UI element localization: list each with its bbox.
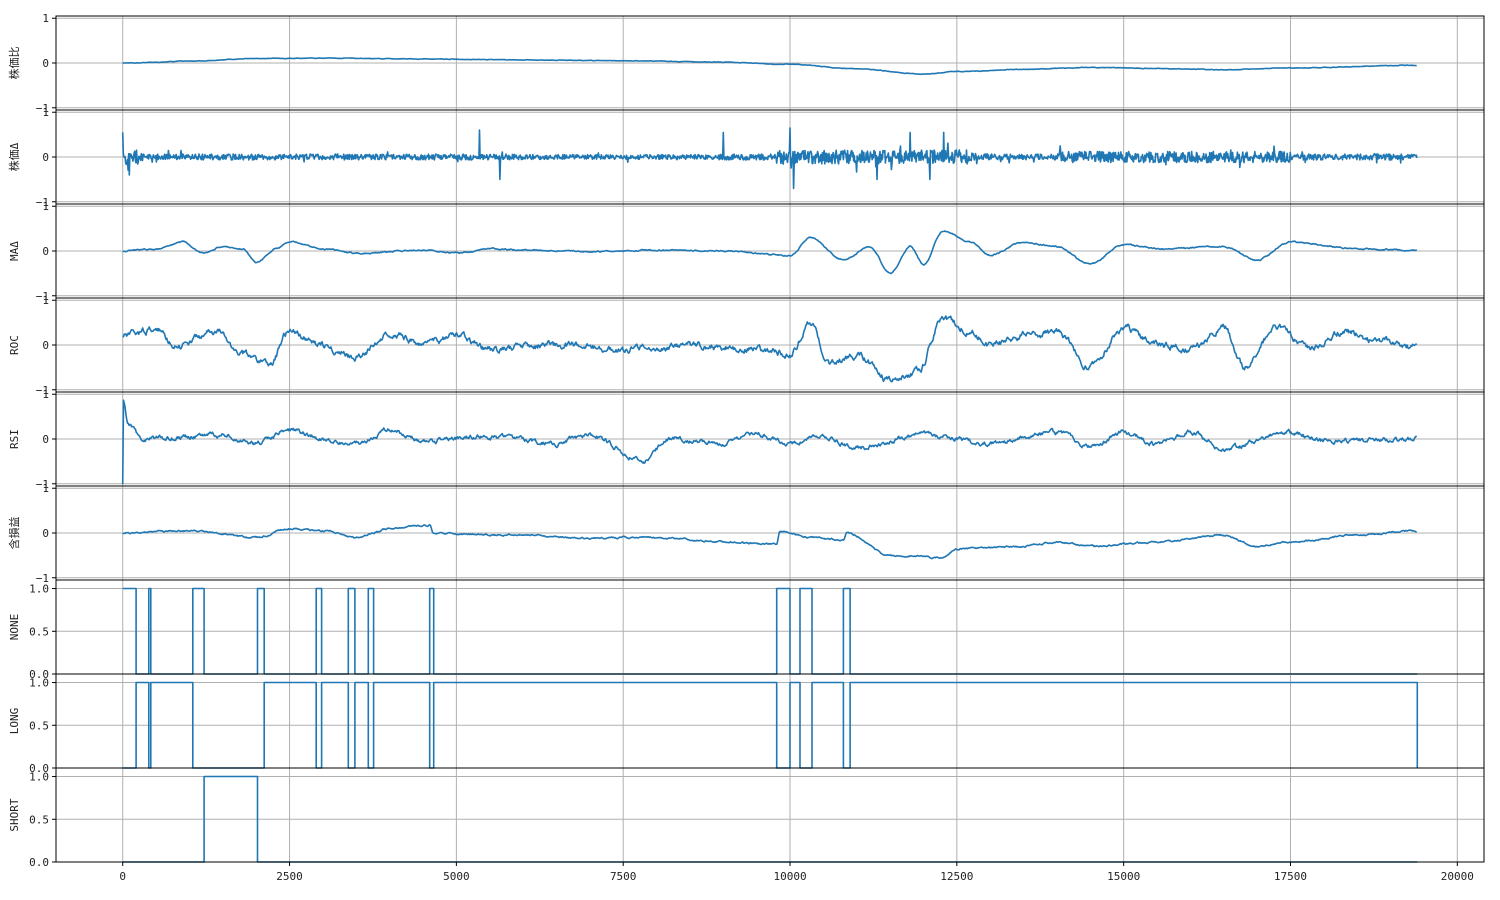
panels: −1 0 1 株価比 −1 0 1 株価Δ −1 0 1 MAΔ −1 0 1 ROC −1 0 1 RSI −1 0 1 含… [7,12,1485,869]
series-line-株価比 [122,57,1417,76]
y-tick-label: 0 [42,245,49,258]
y-tick-label: 0 [42,339,49,352]
y-tick-label: 0.0 [29,856,49,869]
panel-8: 0.0 0.5 1.0 LONG [8,673,1485,775]
y-tick-label: 0.5 [29,719,49,732]
y-tick-label: 0 [42,151,49,164]
panel-ylabel: ROC [8,335,21,355]
y-tick-label: 1 [42,294,49,307]
y-tick-label: 1 [42,106,49,119]
y-tick-label: −1 [36,102,49,115]
x-tick-label: 17500 [1274,870,1307,883]
x-tick-label: 2500 [276,870,303,883]
panel-7: 0.0 0.5 1.0 NONE [8,579,1485,681]
x-tick-label: 7500 [610,870,637,883]
x-tick-label: 10000 [773,870,806,883]
y-tick-label: 0 [42,57,49,70]
y-tick-label: 1 [42,388,49,401]
panel-6: −1 0 1 含損益 [7,482,1485,585]
y-tick-label: 1.0 [29,583,49,596]
series-line-株価Δ [121,127,1418,190]
series-line-含損益 [122,524,1417,560]
y-tick-label: −1 [36,572,49,585]
y-tick-label: 0.5 [29,813,49,826]
y-tick-label: 1.0 [29,677,49,690]
series-line-RSI [121,399,1418,485]
y-tick-label: 0 [42,433,49,446]
panel-frame [55,673,1485,769]
x-tick-label: 20000 [1441,870,1474,883]
y-tick-label: 0.0 [29,668,49,681]
panel-5: −1 0 1 RSI [8,388,1485,491]
panel-ylabel: LONG [8,708,21,735]
y-tick-label: −1 [36,384,49,397]
y-tick-label: −1 [36,196,49,209]
panel-ylabel: MAΔ [8,241,21,261]
panel-ylabel: RSI [8,429,21,449]
series-line-MAΔ [122,230,1418,275]
y-tick-label: 0.5 [29,625,49,638]
panel-4: −1 0 1 ROC [8,294,1485,397]
panel-ylabel: SHORT [8,798,21,831]
panel-frame [55,579,1485,675]
series-line-NONE [122,587,1418,675]
x-tick-label: 15000 [1107,870,1140,883]
y-tick-label: 1 [42,482,49,495]
x-tick-label: 5000 [443,870,470,883]
panel-2: −1 0 1 株価Δ [7,106,1485,209]
x-tick-label: 0 [119,870,126,883]
panel-3: −1 0 1 MAΔ [8,200,1485,303]
panel-ylabel: 株価比 [7,47,21,80]
x-axis: 0 2500 5000 7500 10000 12500 15000 17500 20000 [119,862,1474,883]
y-tick-label: 1 [42,12,49,25]
y-tick-label: 0.0 [29,762,49,775]
y-tick-label: 0 [42,527,49,540]
panel-ylabel: 株価Δ [7,142,21,171]
y-tick-label: 1.0 [29,771,49,784]
y-tick-label: 1 [42,200,49,213]
panel-ylabel: 含損益 [7,517,21,550]
panel-9: 0.0 0.5 1.0 SHORT [8,767,1485,869]
x-tick-label: 12500 [940,870,973,883]
y-tick-label: −1 [36,478,49,491]
panel-ylabel: NONE [8,614,21,641]
panel-frame [55,767,1485,863]
y-tick-label: −1 [36,290,49,303]
panel-1: −1 0 1 株価比 [7,12,1485,115]
series-line-ROC [122,315,1418,383]
